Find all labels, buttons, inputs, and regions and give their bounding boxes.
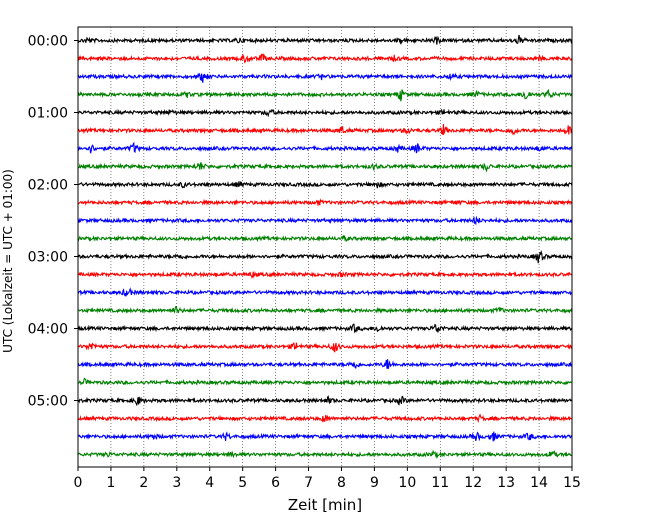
trace-0515 (77, 413, 573, 424)
trace-0430 (77, 359, 573, 370)
grid-lines (110, 27, 540, 467)
x-tick-label: 12 (464, 475, 482, 491)
x-tick-label: 8 (337, 475, 346, 491)
x-tick-label: 1 (106, 475, 115, 491)
plot-frame (77, 26, 573, 468)
x-tick-label: 9 (370, 475, 379, 491)
trace-0300 (77, 249, 573, 264)
x-tick-label: 4 (205, 475, 214, 491)
trace-0045 (77, 89, 573, 102)
x-tick-label: 0 (74, 475, 83, 491)
x-tick-label: 7 (304, 475, 313, 491)
y-axis-label: UTC (Lokalzeit = UTC + 01:00) (1, 169, 15, 353)
trace-0245 (77, 234, 573, 243)
y-tick-label: 05:00 (28, 394, 68, 410)
x-tick-label: 15 (563, 475, 581, 491)
x-tick-label: 10 (398, 475, 416, 491)
trace-0030 (77, 72, 573, 83)
y-tick-label: 03:00 (28, 250, 68, 266)
x-tick-label: 2 (139, 475, 148, 491)
trace-0315 (77, 270, 573, 279)
y-tick-label: 04:00 (28, 322, 68, 338)
trace-0015 (77, 53, 573, 64)
trace-0345 (77, 305, 573, 315)
trace-0145 (77, 162, 573, 173)
y-tick-label: 01:00 (28, 106, 68, 122)
x-tick-label: 14 (530, 475, 548, 491)
trace-0400 (77, 323, 573, 334)
trace-0200 (77, 180, 573, 189)
trace-0500 (77, 395, 573, 407)
trace-layer (77, 34, 573, 459)
trace-0115 (77, 124, 573, 136)
y-tick-label: 02:00 (28, 178, 68, 194)
trace-0415 (77, 342, 573, 353)
trace-0100 (77, 108, 573, 118)
x-tick-label: 5 (238, 475, 247, 491)
y-tick-label: 00:00 (28, 34, 68, 50)
x-axis-label: Zeit [min] (288, 496, 362, 514)
x-tick-label: 6 (271, 475, 280, 491)
trace-0330 (77, 287, 573, 297)
trace-0130 (77, 141, 573, 154)
trace-0545 (77, 449, 573, 459)
y-axis-ticks: 00:00 01:00 02:00 03:00 04:00 05:00 (28, 34, 78, 410)
trace-0000 (77, 34, 573, 45)
x-tick-label: 3 (172, 475, 181, 491)
x-tick-label: 11 (431, 475, 449, 491)
trace-0230 (77, 215, 573, 226)
trace-0445 (77, 377, 573, 387)
x-axis-ticks: 0 1 2 3 4 5 6 7 8 9 10 11 12 13 14 15 (74, 467, 581, 491)
x-tick-label: 13 (497, 475, 515, 491)
trace-0530 (78, 431, 573, 442)
trace-0215 (77, 198, 573, 207)
